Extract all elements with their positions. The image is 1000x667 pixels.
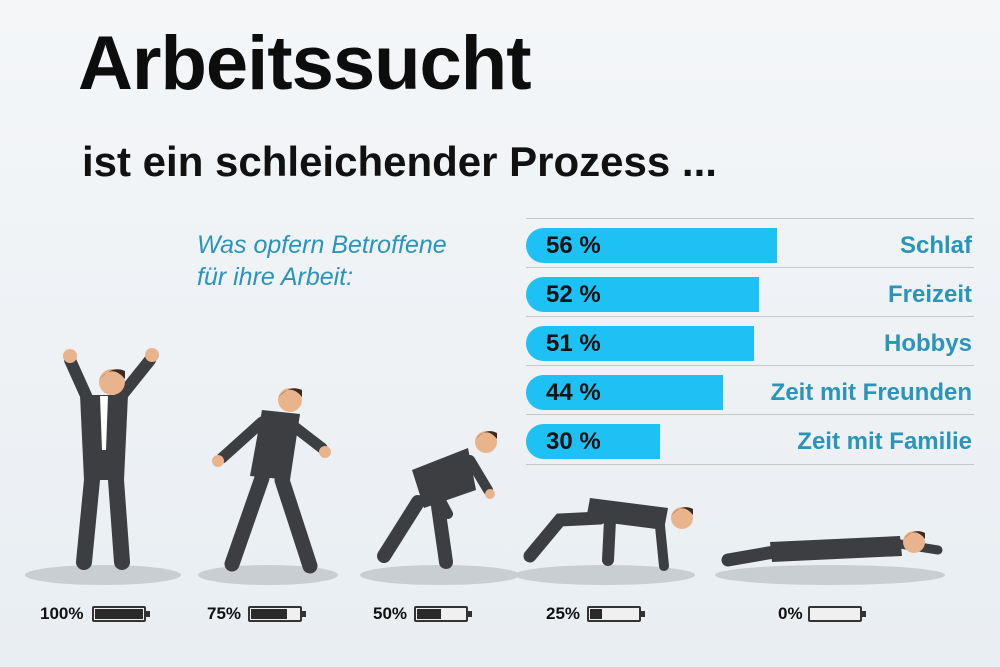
bar [526,277,759,312]
figure-shadow [715,565,945,585]
figure-hunched [377,431,497,569]
bar [526,326,755,361]
bar-category-label: Freizeit [887,281,972,308]
bar-value-label: 51 % [546,330,601,357]
bar [526,424,661,459]
battery-fill [590,609,602,619]
battery-indicator: 25% [546,604,676,626]
battery-label: 25% [546,604,581,623]
figure-cheering [63,348,159,570]
battery-label: 50% [373,604,408,623]
bar-value-label: 44 % [546,379,601,406]
figure-lying [721,531,943,567]
battery-label: 75% [207,604,242,623]
battery-fill [95,609,143,619]
battery-label: 0% [778,604,803,623]
exhaustion-figures [25,348,945,585]
battery-fill [417,609,441,619]
bar-category-label: Schlaf [899,232,972,259]
battery-indicator: 100% [40,604,170,626]
figure-shadow [515,565,695,585]
question-line-2: für ihre Arbeit: [197,263,354,291]
bar [526,375,724,410]
bar-value-label: 56 % [546,232,601,259]
bar-row: 51 % Hobbys [526,316,974,366]
battery-tip [862,611,866,617]
battery-icon [587,606,645,622]
bar-chart: 56 % Schlaf 52 % Freizeit 51 % Hobbys 44 % Zeit… [526,218,974,470]
bar-row: 56 % Schlaf [526,218,974,268]
bar-value-label: 52 % [546,281,601,308]
figure-crawling [523,498,693,571]
bar-row: 52 % Freizeit [526,267,974,317]
battery-icon [414,606,472,622]
battery-icon [808,606,866,622]
battery-icon [92,606,150,622]
battery-tip [146,611,150,617]
bar-row: 30 % Zeit mit Familie [526,414,974,465]
bar-category-label: Zeit mit Freunden [770,379,972,406]
page-subtitle: ist ein schleichender Prozess ... [82,138,717,185]
battery-tip [468,611,472,617]
battery-indicator: 75% [207,604,337,626]
figure-walking [212,388,331,574]
bar-category-label: Zeit mit Familie [797,428,972,455]
battery-tip [641,611,645,617]
battery-indicator: 0% [778,604,908,626]
bar-value-label: 30 % [546,428,601,455]
battery-icon [248,606,306,622]
battery-label: 100% [40,604,84,623]
chart-question: Was opfern Betroffene für ihre Arbeit: [197,229,527,293]
battery-indicator: 50% [373,604,503,626]
battery-fill [251,609,287,619]
bar-category-label: Hobbys [883,330,972,357]
figure-shadow [360,565,520,585]
battery-tip [302,611,306,617]
question-line-1: Was opfern Betroffene [197,231,447,259]
page-title: Arbeitssucht [78,21,532,106]
bar [526,228,777,263]
figure-shadow [25,565,181,585]
bar-row: 44 % Zeit mit Freunden [526,365,974,415]
